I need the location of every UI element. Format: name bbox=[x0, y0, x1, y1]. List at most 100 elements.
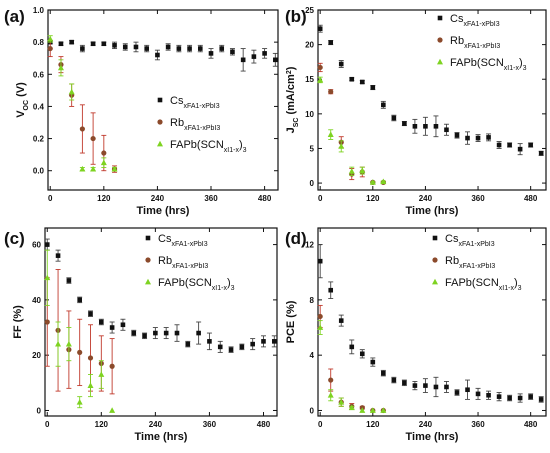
data-point-cs bbox=[496, 394, 502, 399]
x-tick-label-d: 0 bbox=[318, 420, 323, 429]
x-tick-label-d: 120 bbox=[366, 420, 380, 429]
legend-label-fa: FAPb(SCNxI1-x)3 bbox=[170, 139, 247, 154]
data-point-cs bbox=[454, 390, 460, 395]
y-axis-title-d: PCE (%) bbox=[285, 300, 297, 343]
y-axis-title-group-b: JSC (mA/cm2) bbox=[285, 66, 300, 133]
data-point-fa bbox=[100, 159, 107, 166]
legend-label-rb: RbxFA1-xPbI3 bbox=[170, 117, 220, 132]
data-point-cs bbox=[99, 319, 104, 325]
data-point-fa bbox=[338, 398, 345, 405]
data-point-cs bbox=[317, 258, 323, 264]
data-point-cs bbox=[423, 383, 428, 388]
data-point-cs bbox=[261, 339, 266, 344]
data-point-cs bbox=[391, 377, 397, 383]
legend-label-cs: CsxFA1-xPbI3 bbox=[450, 13, 500, 28]
data-point-cs bbox=[381, 370, 386, 376]
y-tick-label-c: 40 bbox=[32, 296, 41, 305]
x-tick-label-a: 360 bbox=[204, 194, 218, 203]
data-point-cs bbox=[101, 41, 107, 47]
data-point-cs bbox=[486, 392, 491, 398]
y-axis-title-group-a: VOC (V) bbox=[15, 82, 30, 118]
y-tick-label-d: 4 bbox=[310, 351, 315, 360]
y-axis-title-c: FF (%) bbox=[12, 305, 24, 339]
data-point-cs bbox=[185, 341, 191, 347]
y-tick-label-d: 12 bbox=[305, 241, 314, 250]
y-tick-label-a: 0.8 bbox=[33, 38, 45, 47]
data-point-cs bbox=[120, 322, 126, 328]
data-point-cs bbox=[250, 341, 255, 347]
panel-label-a: (a) bbox=[4, 7, 25, 26]
data-point-fa bbox=[55, 340, 62, 347]
x-tick-label-b: 240 bbox=[419, 194, 433, 203]
y-tick-label-a: 0.4 bbox=[33, 102, 45, 111]
panel-b: (b) 0 120 240 360 480 0 5 10 15 20 25 Time (hrs) JSC … bbox=[285, 6, 547, 217]
data-point-fa bbox=[317, 324, 324, 330]
data-point-fa bbox=[369, 179, 376, 185]
data-point-cs bbox=[412, 383, 418, 388]
legend-marker-rb bbox=[145, 257, 151, 263]
x-tick-label-d: 360 bbox=[471, 420, 485, 429]
x-tick-label-c: 120 bbox=[95, 420, 109, 429]
legend-marker-fa bbox=[145, 278, 151, 285]
legend-label-fa: FAPb(SCNxI1-x)3 bbox=[450, 57, 527, 72]
x-tick-label-a: 240 bbox=[151, 194, 165, 203]
data-point-cs bbox=[359, 351, 365, 357]
data-point-cs bbox=[538, 397, 544, 402]
data-point-fa bbox=[109, 407, 116, 413]
data-point-cs bbox=[58, 41, 64, 47]
legend-c: CsxFA1-xPbI3 RbxFA1-xPbI3 FAPb(SCNxI1-x)3 bbox=[145, 233, 235, 292]
legend-marker-cs bbox=[145, 235, 151, 241]
data-point-cs bbox=[507, 142, 512, 148]
data-point-fa bbox=[348, 404, 355, 411]
x-tick-label-a: 480 bbox=[258, 194, 272, 203]
data-point-fa bbox=[68, 88, 75, 95]
y-tick-label-c: 20 bbox=[32, 351, 41, 360]
x-tick-label-d: 480 bbox=[524, 420, 538, 429]
data-point-cs bbox=[55, 253, 61, 258]
data-point-fa bbox=[317, 76, 324, 83]
data-point-cs bbox=[496, 142, 502, 148]
data-point-cs bbox=[433, 384, 439, 390]
data-point-cs bbox=[197, 46, 203, 51]
panel-label-b: (b) bbox=[285, 7, 307, 26]
data-point-cs bbox=[391, 115, 397, 121]
data-point-cs bbox=[338, 61, 344, 67]
data-point-cs bbox=[359, 79, 365, 85]
legend-marker-cs bbox=[437, 15, 443, 21]
y-tick-label-b: 10 bbox=[305, 110, 314, 119]
data-point-fa bbox=[348, 168, 355, 174]
data-point-cs bbox=[219, 46, 225, 51]
data-point-cs bbox=[80, 46, 85, 51]
data-point-cs bbox=[465, 387, 470, 393]
data-point-cs bbox=[66, 278, 72, 283]
data-point-cs bbox=[207, 339, 212, 344]
data-point-cs bbox=[77, 297, 82, 303]
y-tick-label-b: 20 bbox=[305, 41, 314, 50]
data-point-cs bbox=[475, 391, 481, 397]
series-cs-c bbox=[44, 238, 277, 353]
series-cs-a bbox=[47, 39, 278, 72]
data-point-cs bbox=[370, 85, 376, 90]
data-point-cs bbox=[196, 330, 201, 336]
data-point-fa bbox=[87, 382, 94, 388]
data-point-cs bbox=[517, 395, 523, 401]
legend-label-rb: RbxFA1-xPbI3 bbox=[445, 255, 495, 270]
x-tick-label-a: 0 bbox=[48, 194, 53, 203]
data-point-cs bbox=[507, 395, 512, 401]
legend-label-fa: FAPb(SCNxI1-x)3 bbox=[445, 277, 522, 292]
data-point-cs bbox=[239, 344, 245, 350]
data-point-rb bbox=[87, 355, 94, 361]
x-tick-label-b: 120 bbox=[366, 194, 380, 203]
data-point-cs bbox=[208, 51, 214, 56]
data-point-fa bbox=[90, 165, 97, 172]
data-point-rb bbox=[109, 363, 115, 369]
data-point-cs bbox=[528, 142, 533, 148]
data-point-cs bbox=[402, 380, 407, 386]
legend-label-rb: RbxFA1-xPbI3 bbox=[158, 255, 208, 270]
series-rb-c bbox=[44, 269, 115, 395]
data-point-cs bbox=[44, 242, 50, 247]
data-point-cs bbox=[133, 44, 139, 50]
y-tick-label-b: 0 bbox=[310, 179, 315, 188]
x-axis-title-d: Time (hrs) bbox=[406, 431, 459, 443]
panel-a: (a) 0 120 240 360 480 0.0 0.2 0.4 0.6 0.8 1.0 Time (… bbox=[4, 6, 279, 217]
